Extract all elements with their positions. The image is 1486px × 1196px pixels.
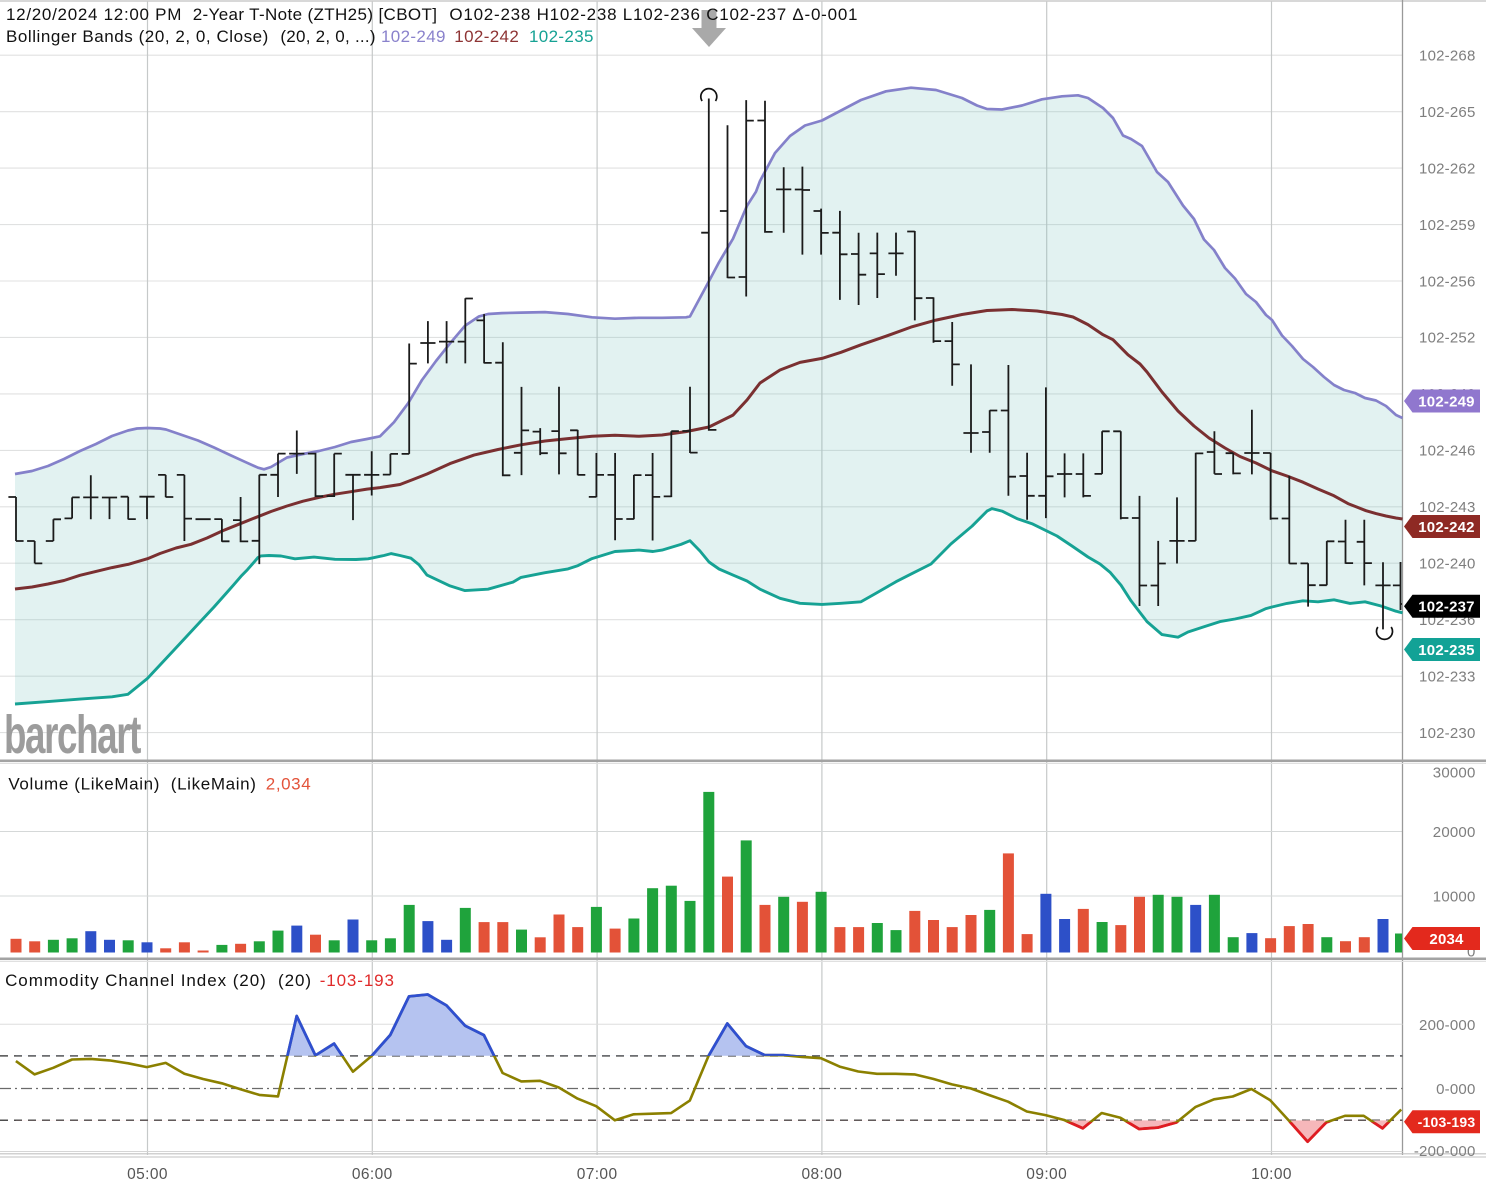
svg-text:0-000: 0-000 — [1436, 1081, 1475, 1098]
svg-text:102-252: 102-252 — [1419, 330, 1475, 347]
svg-text:10:00: 10:00 — [1251, 1166, 1292, 1183]
svg-text:Commodity Channel Index (20): Commodity Channel Index (20) (20) — [5, 971, 312, 990]
svg-text:102-235: 102-235 — [1418, 642, 1474, 659]
svg-text:102-237: 102-237 — [1418, 599, 1474, 616]
svg-text:102-249: 102-249 — [1418, 393, 1474, 410]
svg-text:102-262: 102-262 — [1419, 160, 1475, 177]
svg-text:102-240: 102-240 — [1419, 556, 1475, 573]
svg-text:102-256: 102-256 — [1419, 273, 1475, 290]
svg-text:102-246: 102-246 — [1419, 443, 1475, 460]
svg-text:102-233: 102-233 — [1419, 669, 1475, 686]
svg-text:102-268: 102-268 — [1419, 48, 1475, 65]
svg-text:30000: 30000 — [1433, 764, 1476, 781]
svg-text:O102-238 H102-238 L102-236 C10: O102-238 H102-238 L102-236 C102-237 Δ-0-… — [449, 5, 858, 24]
svg-text:0: 0 — [1467, 943, 1476, 960]
svg-text:102-249: 102-249 — [381, 27, 446, 46]
svg-text:-200-000: -200-000 — [1414, 1143, 1476, 1160]
svg-text:102-265: 102-265 — [1419, 104, 1475, 121]
svg-text:2,034: 2,034 — [266, 775, 311, 794]
svg-text:06:00: 06:00 — [352, 1166, 393, 1183]
svg-text:12/20/2024 12:00 PM: 12/20/2024 12:00 PM — [6, 5, 182, 24]
svg-text:2034: 2034 — [1429, 931, 1464, 948]
svg-text:Bollinger Bands (20, 2, 0, Clo: Bollinger Bands (20, 2, 0, Close) — [6, 27, 269, 46]
svg-text:102-242: 102-242 — [1418, 519, 1474, 536]
svg-text:102-230: 102-230 — [1419, 725, 1475, 742]
svg-text:09:00: 09:00 — [1026, 1166, 1067, 1183]
svg-text:102-235: 102-235 — [529, 27, 594, 46]
svg-text:barchart: barchart — [4, 704, 141, 765]
svg-text:102-242: 102-242 — [454, 27, 519, 46]
svg-text:20000: 20000 — [1433, 824, 1476, 841]
svg-text:102-259: 102-259 — [1419, 217, 1475, 234]
svg-text:07:00: 07:00 — [577, 1166, 618, 1183]
svg-text:05:00: 05:00 — [127, 1166, 168, 1183]
svg-text:10000: 10000 — [1433, 888, 1476, 905]
svg-text:(20, 2, 0, ...): (20, 2, 0, ...) — [280, 27, 375, 46]
svg-text:102-243: 102-243 — [1419, 499, 1475, 516]
svg-text:-103-193: -103-193 — [320, 971, 395, 990]
svg-text:200-000: 200-000 — [1419, 1017, 1475, 1034]
svg-text:-103-193: -103-193 — [1418, 1114, 1476, 1130]
svg-text:2-Year T-Note (ZTH25) [CBOT]: 2-Year T-Note (ZTH25) [CBOT] — [193, 5, 438, 24]
svg-text:Volume (LikeMain) (LikeMain): Volume (LikeMain) (LikeMain) — [8, 775, 256, 794]
svg-text:08:00: 08:00 — [802, 1166, 843, 1183]
